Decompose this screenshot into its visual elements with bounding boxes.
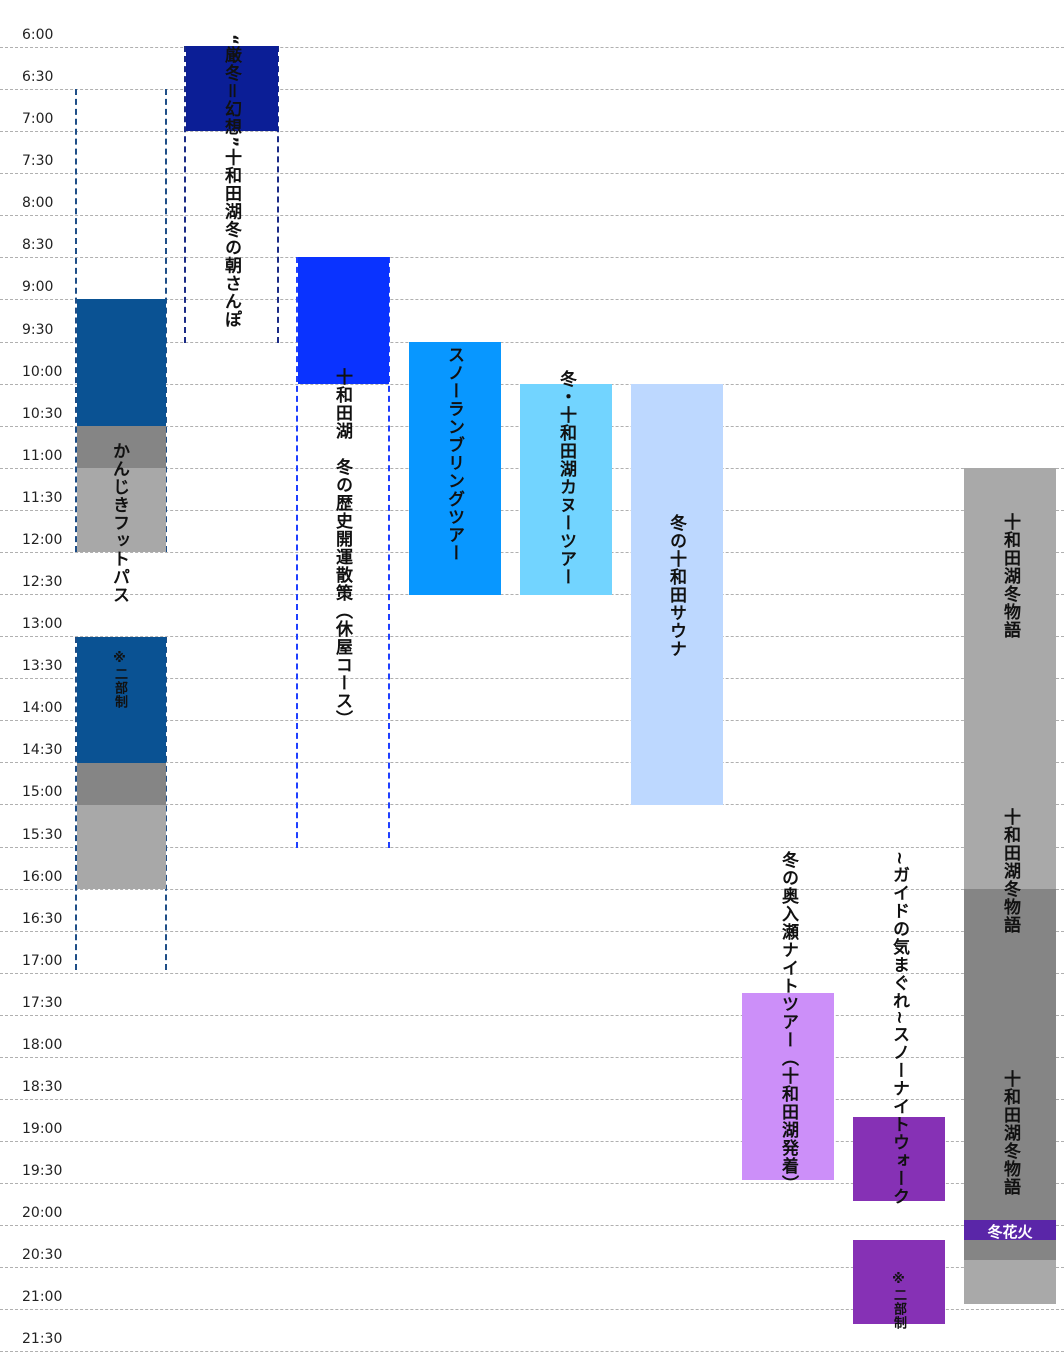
time-label: 11:00: [22, 448, 63, 464]
time-label: 13:30: [22, 658, 63, 674]
grid-line: [0, 173, 1064, 174]
snow-rambling-block: [409, 342, 501, 595]
grid-line: [0, 636, 1064, 637]
grid-line: [0, 1015, 1064, 1016]
time-label: 15:30: [22, 827, 63, 843]
time-label: 8:00: [22, 195, 54, 211]
grid-line: [0, 215, 1064, 216]
time-label: 16:30: [22, 911, 63, 927]
canoe-title: 冬・十和田湖カヌーツアー: [556, 370, 576, 586]
grid-line: [0, 257, 1064, 258]
time-label: 7:00: [22, 111, 54, 127]
time-label: 9:30: [22, 322, 54, 338]
time-label: 12:30: [22, 574, 63, 590]
time-label: 11:30: [22, 490, 63, 506]
time-label: 17:30: [22, 995, 63, 1011]
time-label: 17:00: [22, 953, 63, 969]
grid-line: [0, 847, 1064, 848]
canoe-block: [520, 384, 612, 595]
kanjiki-block-2: [77, 426, 166, 468]
grid-line: [0, 131, 1064, 132]
time-label: 20:30: [22, 1247, 63, 1263]
kanjiki-title: かんじきフットパス: [109, 442, 129, 604]
time-label: 21:30: [22, 1331, 63, 1347]
grid-line: [0, 1183, 1064, 1184]
grid-line: [0, 678, 1064, 679]
grid-line: [0, 1099, 1064, 1100]
kanjiki-block-4: [77, 637, 166, 763]
kanjiki-note: ※二部制: [112, 651, 127, 709]
sauna-block: [631, 384, 723, 805]
night-walk-title: ~ガイドの気まぐれ~スノーナイトウォーク: [889, 851, 909, 1206]
snow-rambling-title: スノーランブリングツアー: [444, 346, 464, 562]
time-label: 18:30: [22, 1079, 63, 1095]
fireworks-label: 冬花火: [987, 1223, 1033, 1241]
time-label: 9:00: [22, 279, 54, 295]
monogatari-title-1: 十和田湖冬物語: [1000, 513, 1020, 639]
night-walk-block-1: [853, 1117, 945, 1201]
night-walk-block-2: [853, 1240, 945, 1324]
grid-line: [0, 889, 1064, 890]
grid-line: [0, 762, 1064, 763]
kanjiki-block-3: [77, 468, 166, 552]
time-label: 21:00: [22, 1289, 63, 1305]
asasanpo-title: “厳冬＝幻想”十和田湖冬の朝さんぽ: [221, 34, 241, 329]
oirase-title: 冬の奥入瀬ナイトツアー（十和田湖発着）: [778, 851, 798, 1193]
time-label: 6:30: [22, 69, 54, 85]
kanjiki-session-frame-1: [75, 89, 167, 552]
kanjiki-block-1: [77, 299, 166, 426]
grid-line: [0, 299, 1064, 300]
time-label: 7:30: [22, 153, 54, 169]
sauna-title: 冬の十和田サウナ: [666, 514, 686, 658]
time-label: 20:00: [22, 1205, 63, 1221]
time-label: 19:30: [22, 1163, 63, 1179]
time-label: 13:00: [22, 616, 63, 632]
grid-line: [0, 1141, 1064, 1142]
time-label: 18:00: [22, 1037, 63, 1053]
time-label: 10:00: [22, 364, 63, 380]
grid-line: [0, 1057, 1064, 1058]
grid-line: [0, 720, 1064, 721]
time-label: 8:30: [22, 237, 54, 253]
monogatari-title-2: 十和田湖冬物語: [1000, 808, 1020, 934]
oirase-block: [742, 993, 834, 1180]
monogatari-block-3: [964, 1260, 1056, 1304]
time-label: 10:30: [22, 406, 63, 422]
grid-line: [0, 973, 1064, 974]
grid-line: [0, 804, 1064, 805]
rekishi-frame: [296, 257, 390, 848]
monogatari-block-1: [964, 468, 1056, 889]
monogatari-block-2: [964, 889, 1056, 1260]
grid-line: [0, 931, 1064, 932]
time-label: 14:00: [22, 700, 63, 716]
grid-line: [0, 89, 1064, 90]
time-label: 6:00: [22, 27, 54, 43]
asasanpo-block: [186, 46, 278, 131]
time-label: 15:00: [22, 784, 63, 800]
kanjiki-block-5: [77, 763, 166, 805]
grid-line: [0, 1267, 1064, 1268]
time-label: 19:00: [22, 1121, 63, 1137]
grid-line: [0, 47, 1064, 48]
night-walk-note: ※二部制: [891, 1272, 906, 1330]
fireworks-badge: [964, 1220, 1056, 1240]
time-label: 16:00: [22, 869, 63, 885]
kanjiki-block-6: [77, 805, 166, 889]
monogatari-title-3: 十和田湖冬物語: [1000, 1070, 1020, 1196]
kanjiki-session-frame-2: [75, 637, 167, 970]
grid-line: [0, 1225, 1064, 1226]
rekishi-title: 十和田湖 冬の歴史開運散策（休屋コース）: [332, 368, 352, 728]
grid-line: [0, 342, 1064, 343]
grid-line: [0, 1309, 1064, 1310]
time-label: 14:30: [22, 742, 63, 758]
rekishi-block: [298, 257, 389, 384]
time-label: 12:00: [22, 532, 63, 548]
asasanpo-frame: [184, 46, 279, 343]
